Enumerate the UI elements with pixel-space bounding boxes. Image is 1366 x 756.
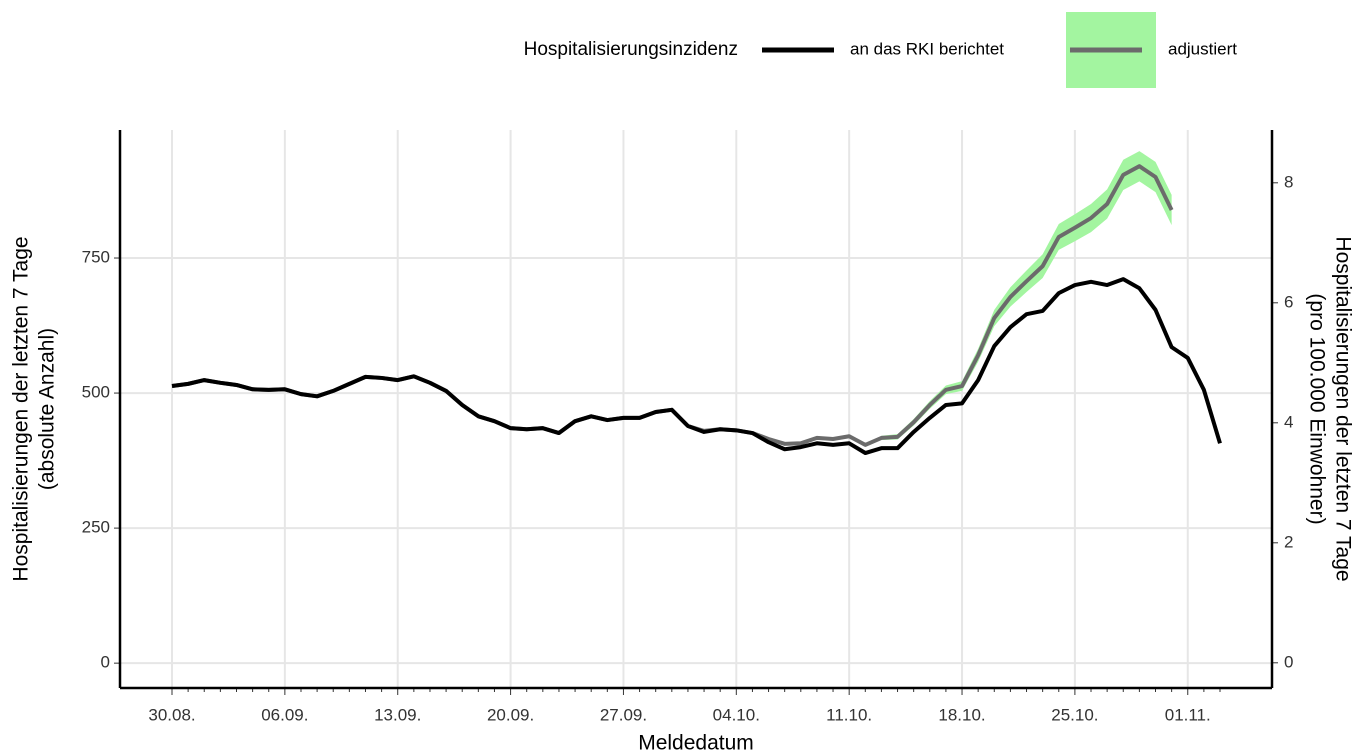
legend-label: an das RKI berichtet bbox=[850, 39, 1004, 58]
y2-tick-label: 8 bbox=[1284, 172, 1293, 191]
x-tick-label: 20.09. bbox=[487, 705, 534, 724]
y-tick-label: 250 bbox=[82, 518, 110, 537]
y-axis-title: Hospitalisierungen der letzten 7 Tage bbox=[10, 236, 33, 581]
confidence-band bbox=[881, 151, 1172, 441]
y2-tick-label: 0 bbox=[1284, 652, 1293, 671]
x-tick-label: 30.08. bbox=[148, 705, 195, 724]
x-tick-label: 11.10. bbox=[826, 705, 872, 724]
y2-axis-title: Hospitalisierungen der letzten 7 Tage bbox=[1331, 236, 1354, 581]
x-tick-label: 13.09. bbox=[374, 705, 421, 724]
line bbox=[171, 164, 1174, 447]
y2-axis-title: (pro 100.000 Einwohner) bbox=[1305, 293, 1328, 524]
y-tick-label: 750 bbox=[82, 248, 110, 267]
x-axis-title: Meldedatum bbox=[638, 732, 754, 755]
y2-tick-label: 4 bbox=[1284, 412, 1293, 431]
y-axis-title: (absolute Anzahl) bbox=[36, 328, 59, 490]
x-tick-label: 27.09. bbox=[600, 705, 647, 724]
legend-title: Hospitalisierungsinzidenz bbox=[524, 39, 738, 60]
y2-tick-label: 2 bbox=[1284, 532, 1293, 551]
y-tick-label: 0 bbox=[101, 653, 110, 672]
x-tick-label: 18.10. bbox=[938, 705, 985, 724]
y2-tick-label: 6 bbox=[1284, 292, 1293, 311]
x-tick-label: 25.10. bbox=[1051, 705, 1098, 724]
x-tick-label: 04.10. bbox=[713, 705, 760, 724]
x-tick-label: 01.11. bbox=[1165, 705, 1211, 724]
y-tick-label: 500 bbox=[82, 383, 110, 402]
x-tick-label: 06.09. bbox=[261, 705, 308, 724]
line bbox=[171, 277, 1222, 456]
legend-label: adjustiert bbox=[1168, 39, 1237, 58]
